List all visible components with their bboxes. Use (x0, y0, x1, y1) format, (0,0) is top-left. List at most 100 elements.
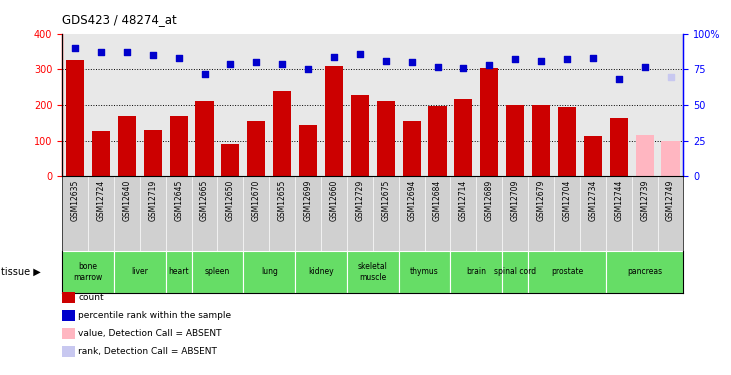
Point (458, 65, 469, 71)
Bar (403, 121, 421, 176)
Bar (295, 251, 347, 292)
Point (147, 52, 159, 58)
Point (173, 55, 184, 61)
Bar (635, 135, 654, 176)
Point (664, 74, 676, 80)
Bar (221, 144, 240, 176)
Bar (506, 105, 524, 176)
Text: GSM12719: GSM12719 (148, 180, 157, 221)
Bar (606, 251, 683, 292)
Bar (558, 107, 576, 176)
Text: GSM12660: GSM12660 (330, 180, 338, 221)
Text: pancreas: pancreas (627, 267, 662, 276)
Text: percentile rank within the sample: percentile rank within the sample (78, 311, 231, 320)
Text: GDS423 / 48274_at: GDS423 / 48274_at (62, 13, 177, 26)
Bar (62, 251, 114, 292)
Text: GSM12699: GSM12699 (303, 180, 313, 221)
Bar (299, 125, 317, 176)
Text: spleen: spleen (205, 267, 230, 276)
Bar (610, 118, 628, 176)
Point (302, 66, 314, 72)
Text: GSM12694: GSM12694 (407, 180, 416, 221)
Bar (144, 130, 162, 176)
Bar (114, 251, 166, 292)
Text: kidney: kidney (308, 267, 334, 276)
Bar (166, 251, 192, 292)
Text: tissue ▶: tissue ▶ (1, 267, 41, 277)
Bar (376, 102, 395, 176)
Bar (528, 251, 606, 292)
Bar (243, 251, 295, 292)
Text: heart: heart (168, 267, 189, 276)
Text: thymus: thymus (410, 267, 439, 276)
Point (224, 61, 236, 67)
Bar (170, 116, 188, 176)
Bar (502, 251, 528, 292)
Bar (92, 130, 110, 176)
Text: GSM12655: GSM12655 (278, 180, 287, 221)
Point (354, 51, 366, 57)
Point (276, 61, 288, 67)
Text: GSM12704: GSM12704 (562, 180, 572, 221)
Point (199, 70, 211, 76)
Point (121, 49, 133, 55)
Text: rank, Detection Call = ABSENT: rank, Detection Call = ABSENT (78, 347, 217, 356)
Bar (480, 68, 499, 176)
Text: bone
marrow: bone marrow (73, 262, 102, 282)
Bar (118, 116, 136, 176)
Text: count: count (78, 293, 104, 302)
Bar (398, 251, 450, 292)
Point (251, 59, 262, 65)
Point (483, 62, 495, 68)
Text: GSM12635: GSM12635 (71, 180, 80, 221)
Point (613, 76, 624, 82)
Text: GSM12640: GSM12640 (122, 180, 132, 221)
Bar (325, 66, 343, 176)
Text: GSM12665: GSM12665 (200, 180, 209, 221)
Point (561, 56, 573, 62)
Text: lung: lung (261, 267, 278, 276)
Point (406, 59, 417, 65)
Text: GSM12650: GSM12650 (226, 180, 235, 221)
Bar (195, 102, 213, 176)
Text: GSM12749: GSM12749 (666, 180, 675, 221)
Bar (273, 92, 291, 176)
Bar (428, 106, 447, 176)
Text: GSM12734: GSM12734 (588, 180, 597, 221)
Point (510, 56, 521, 62)
Text: GSM12739: GSM12739 (640, 180, 649, 221)
Bar (347, 251, 398, 292)
Point (432, 63, 444, 69)
Text: GSM12670: GSM12670 (251, 180, 261, 221)
Bar (532, 105, 550, 176)
Point (587, 55, 599, 61)
Bar (450, 251, 502, 292)
Text: GSM12714: GSM12714 (459, 180, 468, 221)
Bar (584, 136, 602, 176)
Bar (247, 121, 265, 176)
Text: GSM12744: GSM12744 (614, 180, 624, 221)
Text: value, Detection Call = ABSENT: value, Detection Call = ABSENT (78, 329, 221, 338)
Text: GSM12645: GSM12645 (174, 180, 183, 221)
Bar (192, 251, 243, 292)
Text: GSM12709: GSM12709 (511, 180, 520, 221)
Text: GSM12679: GSM12679 (537, 180, 545, 221)
Point (380, 58, 392, 64)
Text: brain: brain (466, 267, 486, 276)
Text: spinal cord: spinal cord (494, 267, 537, 276)
Point (95, 49, 107, 55)
Point (69, 45, 81, 51)
Text: GSM12675: GSM12675 (382, 180, 390, 221)
Text: liver: liver (132, 267, 148, 276)
Bar (351, 95, 369, 176)
Text: GSM12684: GSM12684 (433, 180, 442, 221)
Text: skeletal
muscle: skeletal muscle (358, 262, 387, 282)
Text: prostate: prostate (551, 267, 583, 276)
Text: GSM12729: GSM12729 (355, 180, 364, 221)
Text: GSM12689: GSM12689 (485, 180, 494, 221)
Bar (455, 99, 472, 176)
Point (328, 54, 340, 60)
Point (535, 58, 547, 64)
Bar (662, 141, 680, 176)
Text: GSM12724: GSM12724 (96, 180, 105, 221)
